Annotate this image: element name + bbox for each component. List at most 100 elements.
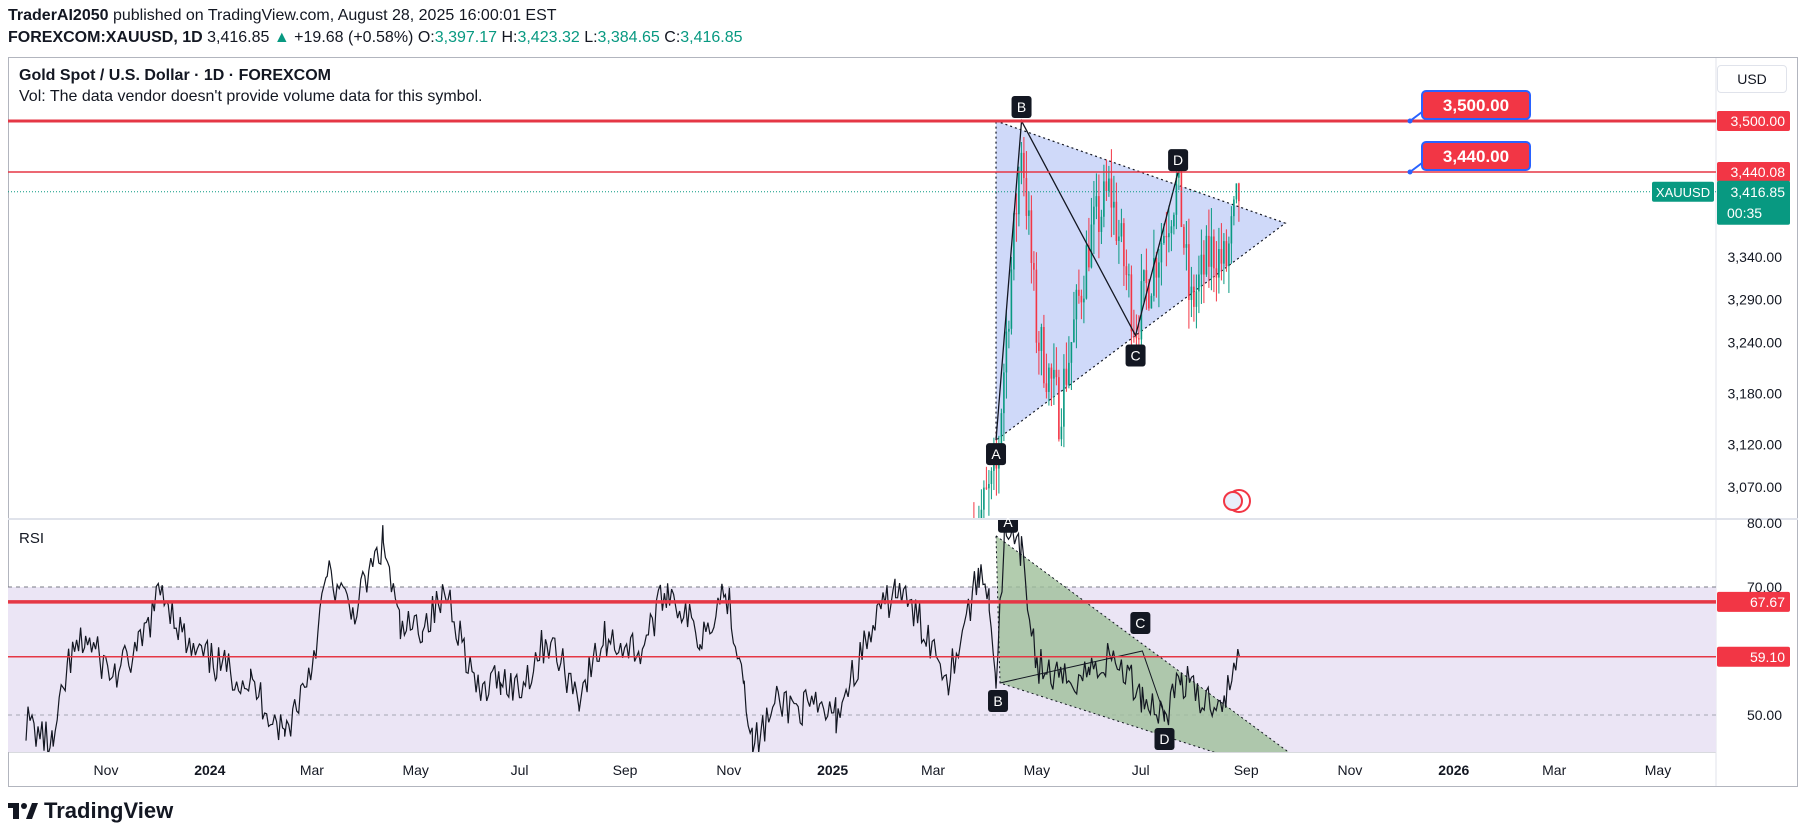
candle-body [1010, 269, 1013, 329]
rsi-pattern-label-b [988, 690, 1009, 712]
pattern-label-a-text: A [991, 446, 1001, 462]
candle-body [1200, 254, 1203, 275]
price-tick: 3,070.00 [1728, 479, 1783, 495]
candle-body [1123, 223, 1125, 267]
high-label: H: [501, 29, 518, 46]
candle-body [1073, 319, 1075, 343]
candle-body [1020, 152, 1023, 172]
candle-body [1223, 241, 1225, 264]
tradingview-logo[interactable]: TradingView [8, 798, 173, 824]
rsi-level-tag-text: 59.10 [1750, 649, 1785, 665]
rsi-pattern-label-c [1130, 612, 1151, 634]
candle-body [1163, 235, 1165, 244]
rsi-pattern-label-d [1154, 728, 1175, 750]
candle-body [1048, 367, 1050, 392]
candle-body [1030, 210, 1033, 263]
pattern-label-d-text: D [1173, 152, 1183, 168]
time-tick: May [402, 762, 428, 778]
rsi-pane-title[interactable]: RSI [19, 530, 45, 547]
candle-body [1023, 152, 1025, 179]
candle-body [1113, 201, 1115, 208]
time-tick: 2025 [817, 762, 848, 778]
candle-body [1025, 178, 1028, 216]
candle-body [1078, 289, 1080, 296]
candle-body [1038, 342, 1040, 351]
rsi-tick: 70.00 [1747, 579, 1782, 595]
candle-body [1170, 226, 1173, 234]
time-tick: 2024 [194, 762, 225, 778]
price-tick: 3,180.00 [1728, 385, 1783, 401]
candle-body [1140, 281, 1143, 340]
pattern-label-b [1011, 96, 1032, 118]
candle-body [1233, 199, 1235, 217]
low-value: 3,384.65 [597, 29, 660, 46]
pattern-label-c-text: C [1130, 347, 1140, 363]
time-tick: Nov [716, 762, 741, 778]
candle-body [1238, 183, 1240, 202]
candle-body [988, 483, 990, 489]
price-tick: 3,120.00 [1728, 436, 1783, 452]
currency-button[interactable]: USD [1717, 65, 1787, 93]
candle-body [1053, 369, 1055, 379]
candle-body [1205, 235, 1208, 275]
candle-body [1145, 270, 1148, 284]
rsi-pattern-label-a-text: A [1003, 514, 1013, 530]
candle-body [1125, 266, 1128, 276]
candle-body [1143, 270, 1145, 282]
candle-body [1000, 413, 1003, 446]
callout-box [1421, 90, 1531, 120]
candle-body [1043, 326, 1045, 384]
candle-body [1160, 243, 1163, 263]
candle-body [1005, 331, 1008, 373]
callout-anchor [1407, 118, 1413, 124]
candle-body [1100, 216, 1103, 232]
candle-body [1230, 216, 1233, 244]
candle-body [973, 530, 975, 560]
time-tick: Jul [511, 762, 529, 778]
candle-body [1193, 286, 1195, 307]
pattern-label-c [1125, 344, 1146, 367]
pattern-label-b-text: B [1017, 99, 1026, 115]
candle-body [1068, 362, 1070, 385]
candle-body [1203, 254, 1205, 275]
time-tick: Mar [1542, 762, 1566, 778]
candle-body [1085, 245, 1088, 299]
candle-body [1195, 291, 1198, 307]
rsi-level-tag [1717, 646, 1790, 667]
time-tick: Sep [1234, 762, 1259, 778]
publish-info: TraderAI2050 published on TradingView.co… [8, 7, 557, 25]
volume-note: Vol: The data vendor doesn't provide vol… [19, 88, 483, 105]
candle-body [1135, 334, 1138, 339]
candle-body [1158, 262, 1160, 278]
candle-body [1110, 178, 1113, 208]
symbol-tag-text: XAUUSD [1656, 185, 1710, 200]
price-level-tag [1717, 162, 1790, 183]
rsi-pattern-label-b-text: B [993, 693, 1002, 709]
candle-body [983, 487, 985, 510]
candle-body [1213, 236, 1215, 269]
candle-body [1055, 369, 1058, 378]
price-tick: 3,240.00 [1728, 334, 1783, 350]
candle-body [1013, 213, 1015, 270]
candle-body [1138, 338, 1140, 340]
candle-body [1228, 243, 1230, 267]
candle-body [1028, 210, 1030, 216]
candle-body [1190, 286, 1193, 300]
open-label: O: [417, 29, 435, 46]
rsi-pane [8, 520, 1716, 752]
candle-body [1065, 368, 1068, 385]
last-price: 3,416.85 [207, 29, 270, 46]
candle-body [1168, 233, 1170, 238]
candle-body [1015, 213, 1018, 215]
abcd-zigzag [995, 118, 1179, 441]
rsi-level-tag [1717, 591, 1790, 612]
last-price-tag [1717, 180, 1790, 225]
price-level-tag-text: 3,440.08 [1731, 164, 1786, 180]
candle-body [1093, 206, 1095, 225]
candle-body [1225, 241, 1228, 267]
legend-title[interactable]: Gold Spot / U.S. Dollar · 1D · FOREXCOM [19, 67, 332, 84]
time-tick: May [1645, 762, 1671, 778]
price-tick: 3,340.00 [1728, 249, 1783, 265]
pattern-label-a [986, 443, 1007, 466]
